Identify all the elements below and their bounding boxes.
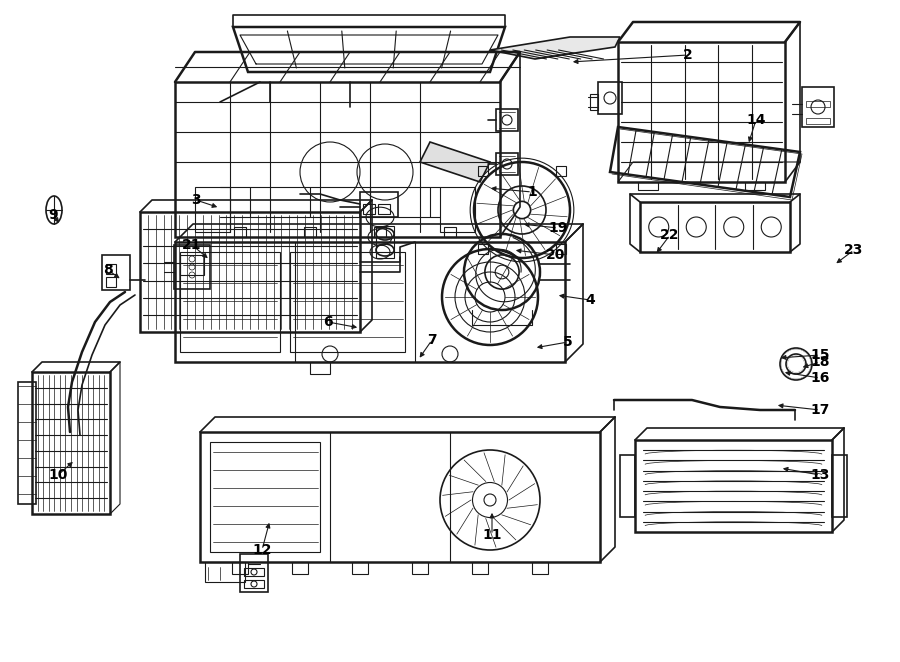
Bar	[620, 455, 635, 517]
Bar	[635, 440, 832, 532]
Bar	[496, 109, 518, 131]
Text: 22: 22	[661, 228, 680, 242]
Text: 23: 23	[844, 243, 864, 257]
Bar	[304, 227, 316, 237]
Bar	[472, 562, 488, 574]
Bar	[745, 182, 765, 190]
Bar	[556, 166, 566, 176]
Bar	[590, 94, 598, 110]
Bar	[478, 244, 488, 254]
Bar	[292, 562, 308, 574]
Text: 15: 15	[810, 348, 830, 362]
Bar	[352, 562, 368, 574]
Bar	[244, 580, 264, 588]
Text: 3: 3	[191, 193, 201, 207]
Text: 10: 10	[49, 468, 68, 482]
Bar	[102, 255, 130, 290]
Text: 7: 7	[428, 333, 436, 347]
Bar	[180, 252, 280, 352]
Text: 2: 2	[683, 48, 693, 62]
Bar	[363, 204, 375, 214]
Bar	[378, 204, 390, 214]
Bar	[832, 455, 847, 517]
Bar	[412, 562, 428, 574]
Bar	[374, 227, 386, 237]
Bar	[806, 118, 830, 124]
Polygon shape	[420, 142, 490, 182]
Text: 13: 13	[810, 468, 830, 482]
Text: 9: 9	[49, 208, 58, 222]
Bar	[174, 245, 210, 289]
Bar	[376, 226, 394, 258]
Text: 21: 21	[182, 238, 202, 252]
Bar	[638, 182, 658, 190]
Bar	[640, 202, 790, 252]
Bar	[310, 362, 330, 374]
Bar	[244, 568, 264, 576]
Text: 6: 6	[323, 315, 333, 329]
Bar	[232, 562, 248, 574]
Bar	[360, 192, 398, 217]
Text: 4: 4	[585, 293, 595, 307]
Bar	[205, 562, 245, 582]
Bar	[618, 42, 785, 182]
Bar	[200, 432, 600, 562]
Bar	[195, 187, 230, 232]
Text: 8: 8	[104, 263, 112, 277]
Bar	[106, 277, 116, 287]
Bar	[18, 382, 36, 504]
Bar	[240, 554, 268, 592]
Polygon shape	[490, 37, 620, 59]
Bar	[180, 255, 204, 275]
Bar	[496, 153, 518, 175]
Text: 14: 14	[746, 113, 766, 127]
Bar	[32, 372, 110, 514]
Bar	[598, 82, 622, 114]
Bar	[478, 166, 488, 176]
Text: 20: 20	[546, 248, 566, 262]
Bar	[802, 87, 834, 127]
Bar	[440, 187, 475, 232]
Text: 11: 11	[482, 528, 502, 542]
Bar	[210, 442, 320, 552]
Bar	[106, 264, 116, 274]
Text: 12: 12	[252, 543, 272, 557]
Text: 19: 19	[548, 221, 568, 235]
Bar	[806, 101, 830, 107]
Bar	[234, 227, 246, 237]
Bar	[444, 227, 456, 237]
Bar	[140, 212, 360, 332]
Bar	[556, 244, 566, 254]
Text: 1: 1	[527, 185, 537, 199]
Text: 5: 5	[563, 335, 573, 349]
Bar	[532, 562, 548, 574]
Bar	[175, 242, 565, 362]
Text: 18: 18	[810, 355, 830, 369]
Text: 17: 17	[810, 403, 830, 417]
Bar	[175, 82, 500, 237]
Bar	[290, 252, 405, 352]
Text: 16: 16	[810, 371, 830, 385]
